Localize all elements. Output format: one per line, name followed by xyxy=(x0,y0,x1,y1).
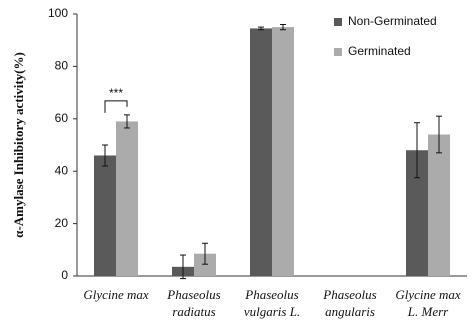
error-bar xyxy=(258,26,264,31)
legend-label: Non-Germinated xyxy=(348,14,437,28)
error-bar xyxy=(202,242,208,265)
error-bar xyxy=(280,23,286,31)
legend-swatch xyxy=(334,18,342,26)
x-tick-label-line: angularis xyxy=(325,304,375,319)
x-tick-label: Glycine max L. Merr xyxy=(395,287,461,319)
error-bar xyxy=(436,115,442,154)
x-tick-label-line: L. Merr xyxy=(407,304,449,319)
x-tick-label-line: radiatus xyxy=(172,304,215,319)
legend-swatch xyxy=(334,48,342,56)
error-bar xyxy=(102,144,108,167)
x-tick-label-line: vulgaris L. xyxy=(244,304,300,319)
y-tick-label: 40 xyxy=(55,163,69,177)
x-tick-label-line: Phaseolus xyxy=(244,287,298,302)
x-tick-label: Glycine max xyxy=(83,287,149,302)
bar xyxy=(250,28,272,276)
x-tick-label: Phaseolus radiatus xyxy=(166,287,220,319)
y-tick-label: 20 xyxy=(55,216,69,230)
bar xyxy=(406,150,428,276)
annotation: *** xyxy=(109,86,123,100)
y-tick-label: 60 xyxy=(55,111,69,125)
bar xyxy=(116,121,138,276)
error-bar xyxy=(124,114,130,129)
x-tick-label-line: Glycine max xyxy=(83,287,149,302)
bar xyxy=(428,134,450,276)
x-tick-label-line: Phaseolus xyxy=(166,287,220,302)
error-bar xyxy=(414,122,420,179)
bar xyxy=(194,253,216,276)
bar xyxy=(94,155,116,276)
significance-bracket xyxy=(104,100,128,113)
y-tick-label: 100 xyxy=(48,6,68,20)
y-tick-label: 0 xyxy=(61,268,68,282)
error-bar xyxy=(180,254,186,280)
x-tick-label-line: Phaseolus xyxy=(322,287,376,302)
x-tick-label: Phaseolus vulgaris L. xyxy=(244,287,300,319)
x-tick-label: Phaseolus angularis xyxy=(322,287,376,319)
x-tick-label-line: Glycine max xyxy=(395,287,461,302)
y-axis-label: α-Amylase Inhibitory activity(%) xyxy=(11,52,26,238)
y-tick-label: 80 xyxy=(55,59,69,73)
bar xyxy=(272,27,294,276)
legend-label: Germinated xyxy=(348,44,411,58)
